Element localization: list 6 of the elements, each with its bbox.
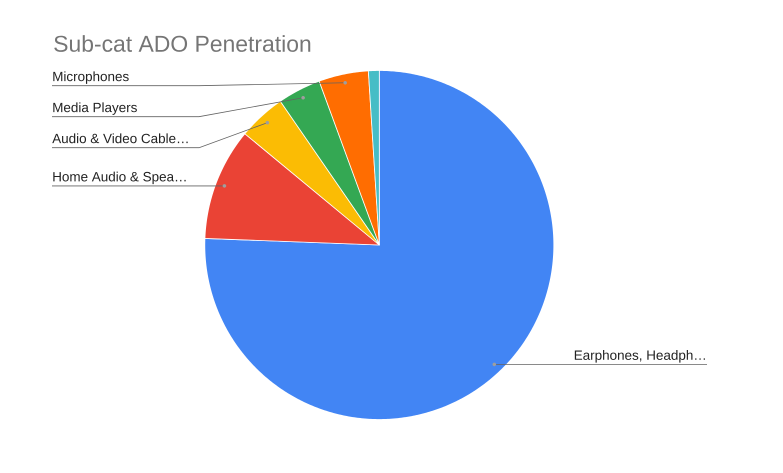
slice-label: Media Players	[53, 102, 137, 115]
slice-label: Audio & Video Cable…	[52, 133, 188, 144]
chart-title: Sub-cat ADO Penetration	[54, 35, 310, 52]
slice-label: Microphones	[53, 71, 129, 84]
slice-label: Earphones, Headph…	[574, 350, 705, 363]
slice-label: Home Audio & Spea…	[53, 172, 186, 184]
